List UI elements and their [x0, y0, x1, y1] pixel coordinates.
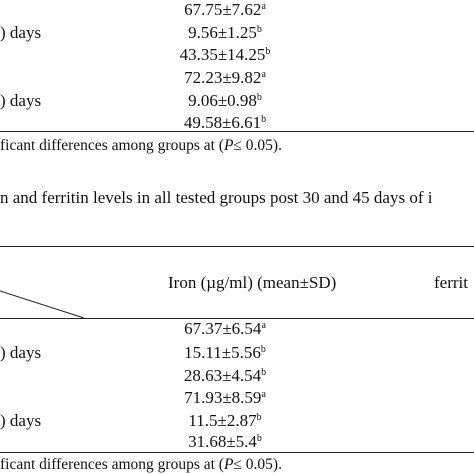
table-cell: 67.75±7.62a [184, 0, 266, 19]
column-header-iron: Iron (µg/ml) (mean±SD) [168, 273, 337, 292]
table-cell: 31.68±5.4b [188, 432, 262, 451]
table-cell: 72.23±9.82a [184, 68, 266, 87]
table-footnote: ficant differences among groups at (P≤ 0… [0, 456, 282, 473]
table-top-rule [0, 246, 474, 247]
table-bottom-rule [0, 452, 474, 453]
row-label: ) days [0, 23, 42, 42]
table-cell: 43.35±14.25b [179, 45, 271, 64]
header-rule [0, 318, 474, 319]
table-cell: 28.63±4.54b [183, 366, 267, 385]
table-bottom-rule [0, 131, 474, 132]
table-cell: 49.58±6.61b [183, 113, 267, 132]
row-label: ) days [0, 411, 42, 430]
row-label: ) days [0, 91, 42, 110]
table-footnote: ficant differences among groups at (P≤ 0… [0, 137, 282, 154]
table-caption: n and ferritin levels in all tested grou… [0, 188, 433, 207]
table-cell: 11.5±2.87b [188, 411, 262, 430]
table-cell: 9.06±0.98b [188, 91, 262, 110]
table-cell: 9.56±1.25b [188, 23, 262, 42]
table-cell: 15.11±5.56b [184, 343, 266, 362]
table-cell: 67.37±6.54a [184, 319, 266, 338]
column-header-ferritin: ferrit [434, 273, 468, 292]
row-label: ) days [0, 343, 42, 362]
table-cell: 71.93±8.59a [184, 388, 266, 407]
